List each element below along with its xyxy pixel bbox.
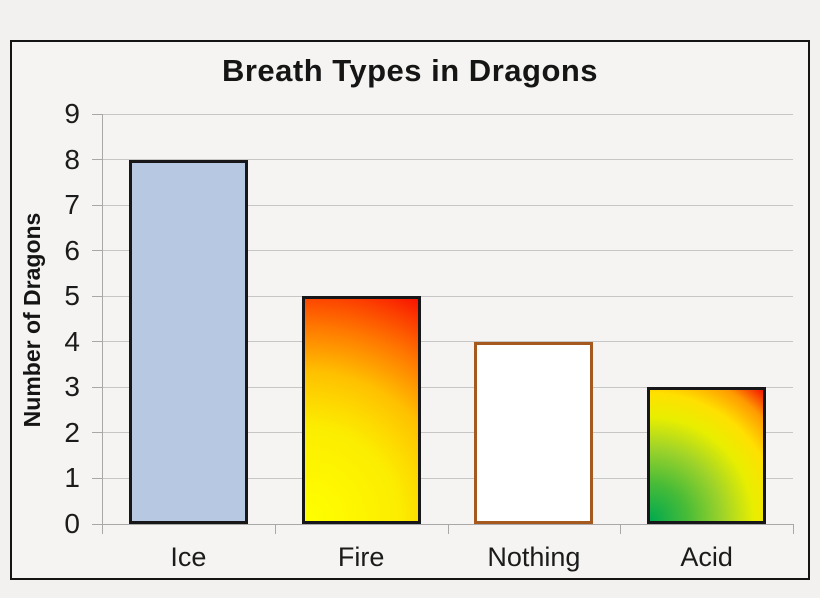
- gridline: [102, 295, 793, 297]
- y-axis-tick: [92, 159, 102, 161]
- x-axis-tick: [274, 524, 276, 534]
- category-label-acid: Acid: [680, 542, 733, 572]
- y-axis-tick: [92, 204, 102, 206]
- x-axis-tick: [447, 524, 449, 534]
- plot-area: 0 1 2 3 4 5 6 7 8 9 Ice Fire Nothing Acid: [12, 42, 808, 578]
- y-axis-tick: [92, 341, 102, 343]
- bar-acid: [647, 387, 767, 524]
- category-label-fire: Fire: [337, 542, 385, 572]
- y-axis-tick: [92, 523, 102, 525]
- y-axis-tick: [92, 113, 102, 115]
- bar-ice: [128, 159, 248, 524]
- y-axis-tick: [92, 477, 102, 479]
- y-axis-tick: [92, 386, 102, 388]
- y-tick-label: 7: [64, 189, 80, 221]
- bar-fire: [301, 296, 421, 524]
- y-axis-tick: [92, 250, 102, 252]
- x-axis-tick: [620, 524, 622, 534]
- y-axis-tick: [92, 432, 102, 434]
- y-axis-tick: [92, 295, 102, 297]
- y-tick-label: 4: [64, 325, 80, 357]
- gridline: [102, 113, 793, 115]
- gridline: [102, 341, 793, 343]
- y-axis-line: [102, 114, 103, 534]
- chart-frame: Breath Types in Dragons Number of Dragon…: [10, 40, 810, 580]
- y-tick-label: 5: [64, 280, 80, 312]
- y-tick-label: 3: [64, 371, 80, 403]
- chart-title: Breath Types in Dragons: [221, 53, 599, 88]
- gridline: [102, 250, 793, 252]
- y-tick-label: 9: [64, 98, 80, 129]
- gridline: [102, 386, 793, 388]
- gridline: [102, 204, 793, 206]
- bar-nothing: [474, 341, 594, 524]
- x-axis-tick: [793, 524, 794, 534]
- y-tick-label: 1: [64, 462, 80, 494]
- category-label-nothing: Nothing: [487, 542, 581, 572]
- category-label-ice: Ice: [170, 542, 207, 572]
- y-tick-label: 0: [64, 508, 80, 539]
- x-axis-tick: [102, 524, 103, 534]
- y-tick-label: 8: [64, 143, 80, 175]
- y-tick-label: 6: [64, 234, 80, 266]
- gridline: [102, 432, 793, 434]
- gridline: [102, 159, 793, 161]
- gridline: [102, 477, 793, 479]
- y-tick-label: 2: [64, 416, 80, 448]
